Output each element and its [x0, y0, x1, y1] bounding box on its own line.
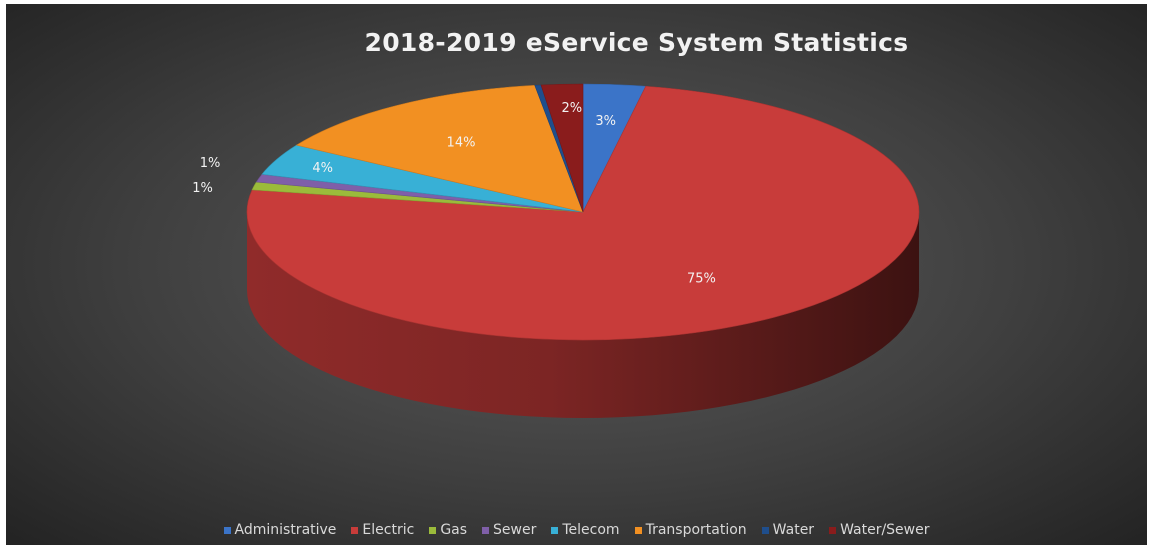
- legend-swatch: [829, 526, 837, 534]
- chart-area: 3% 75% 1% 1% 4% 14% 2% 2018-2019 eService Syst…: [6, 4, 1147, 545]
- data-label-administrative: 3%: [595, 114, 616, 129]
- legend-item-gas: Gas: [429, 522, 467, 538]
- legend-label: Water/Sewer: [840, 522, 930, 538]
- legend-label: Gas: [440, 522, 468, 538]
- legend-item-water-sewer: Water/Sewer: [829, 522, 929, 538]
- pie-slice-transportation: [295, 85, 584, 213]
- pie-slice-electric: [246, 85, 920, 341]
- legend: Administrative Electric Gas Sewer Telecom Tra…: [6, 522, 1147, 538]
- legend-item-electric: Electric: [351, 522, 414, 538]
- legend-swatch: [223, 526, 231, 534]
- chart-title: 2018-2019 eService System Statistics: [364, 28, 909, 57]
- legend-item-water: Water: [761, 522, 815, 538]
- legend-label: Telecom: [562, 522, 620, 538]
- pie-slice-water-sewer: [540, 83, 584, 213]
- legend-swatch: [761, 526, 769, 534]
- legend-swatch: [429, 526, 437, 534]
- pie-chart: 3% 75% 1% 1% 4% 14% 2%: [192, 83, 920, 418]
- data-label-transportation: 14%: [447, 136, 476, 151]
- legend-swatch: [551, 526, 559, 534]
- legend-item-administrative: Administrative: [223, 522, 337, 538]
- data-label-electric: 75%: [687, 271, 716, 286]
- pie-side-electric: [247, 212, 919, 418]
- legend-swatch: [634, 526, 642, 534]
- legend-item-telecom: Telecom: [551, 522, 620, 538]
- legend-item-sewer: Sewer: [482, 522, 536, 538]
- data-label-telecom: 4%: [312, 161, 333, 176]
- data-label-gas: 1%: [192, 181, 213, 196]
- legend-item-transportation: Transportation: [634, 522, 747, 538]
- data-label-sewer: 1%: [200, 156, 221, 171]
- legend-label: Water: [772, 522, 815, 538]
- legend-swatch: [351, 526, 359, 534]
- legend-swatch: [482, 526, 490, 534]
- legend-label: Administrative: [234, 522, 337, 538]
- legend-label: Transportation: [645, 522, 747, 538]
- data-label-water-sewer: 2%: [561, 101, 582, 116]
- legend-label: Sewer: [493, 522, 537, 538]
- legend-label: Electric: [362, 522, 415, 538]
